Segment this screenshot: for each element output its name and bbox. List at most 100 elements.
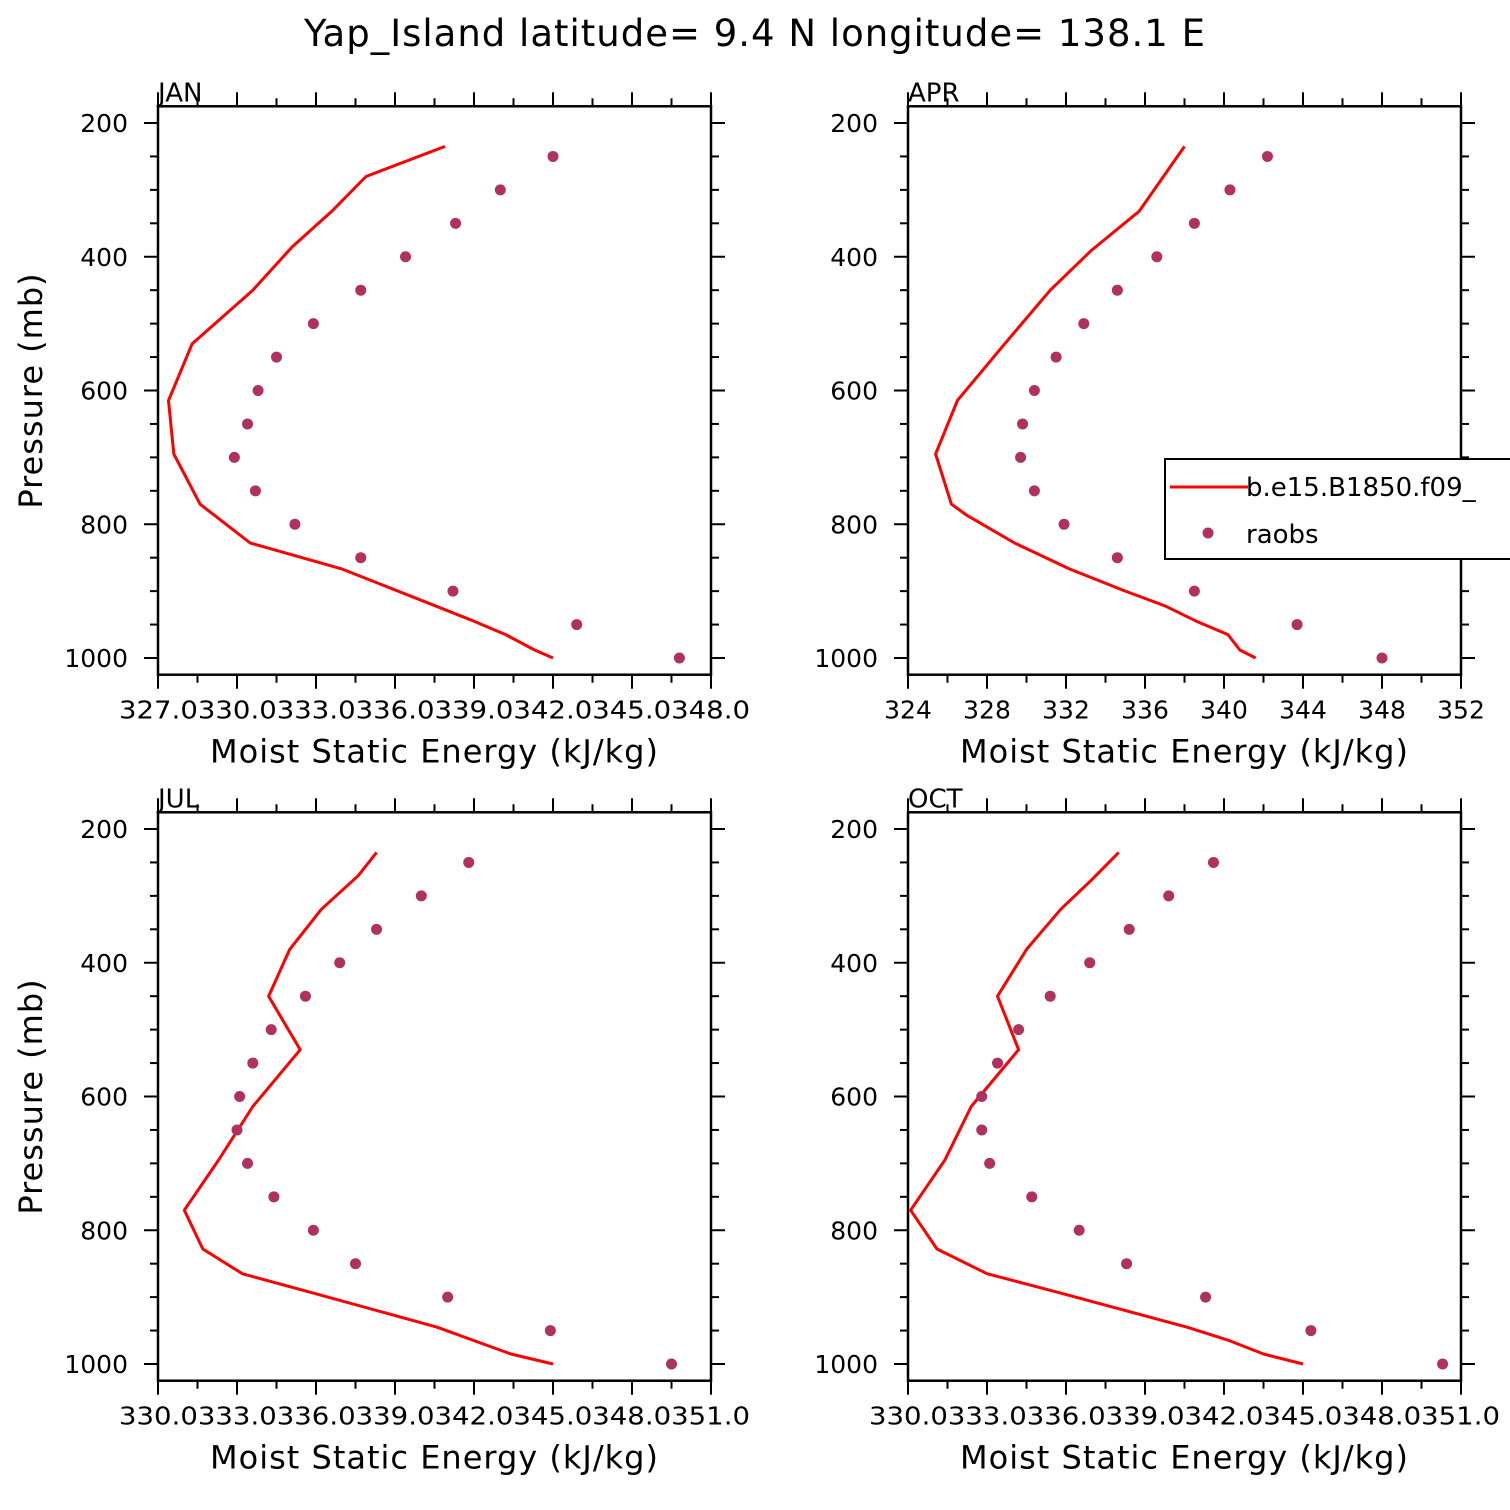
y-tick-label: 1000 [814, 644, 878, 673]
panel-label: JAN [156, 78, 202, 108]
model-series-line [167, 144, 554, 660]
raobs-point [1151, 251, 1163, 263]
y-axis-label: Pressure (mb) [12, 272, 50, 508]
plot-frame [906, 105, 1463, 676]
raobs-point [1291, 619, 1303, 631]
x-tick-label: 344 [1279, 696, 1327, 725]
raobs-point [1123, 923, 1135, 935]
raobs-point [463, 856, 475, 868]
raobs-point [307, 318, 319, 330]
raobs-point [1261, 150, 1273, 162]
figure-title: Yap_Island latitude= 9.4 N longitude= 13… [303, 12, 1206, 55]
raobs-point [494, 184, 506, 196]
x-tick-labels: 327.0330.0333.0336.0339.0342.0345.0348.0 [119, 696, 750, 725]
y-axis-label: Pressure (mb) [12, 978, 50, 1214]
panel-jan: JAN 200 400 600 800 1000 327.0330.0333.0336.03… [12, 78, 750, 770]
raobs-point [371, 923, 383, 935]
raobs-point [1188, 217, 1200, 229]
raobs-point [1188, 585, 1200, 597]
legend-point-swatch [1202, 527, 1214, 539]
legend: b.e15.B1850.f09_raobs [1164, 458, 1510, 560]
y-tick-label: 400 [830, 949, 878, 978]
raobs-point [249, 485, 261, 497]
raobs-point [242, 1157, 254, 1169]
raobs-point [1200, 1291, 1212, 1303]
y-tick-label: 600 [830, 1083, 878, 1112]
raobs-point [976, 1091, 988, 1102]
raobs-point [234, 1091, 246, 1102]
legend-model-label: b.e15.B1850.f09_ [1246, 473, 1477, 503]
raobs-point [1437, 1358, 1449, 1370]
panel-jul: JUL 200 400 600 800 1000 330.0333.0336.0339.03… [12, 784, 750, 1476]
raobs-point [1050, 351, 1062, 363]
y-tick-label: 200 [80, 815, 128, 844]
raobs-point [1207, 856, 1219, 868]
raobs-point [1078, 318, 1090, 330]
raobs-point [271, 351, 282, 363]
raobs-point [268, 1191, 280, 1203]
x-tick-labels: 330.0333.0336.0339.0342.0345.0348.0351.0 [119, 1402, 750, 1431]
raobs-point [1224, 184, 1236, 196]
x-tick-label: 324 [884, 696, 932, 725]
y-tick-label: 200 [80, 109, 128, 138]
plot-frame [156, 105, 713, 676]
x-tick-label: 328 [963, 696, 1011, 725]
raobs-point [992, 1057, 1004, 1069]
raobs-point [1073, 1224, 1085, 1236]
raobs-point [984, 1157, 996, 1169]
model-series-line [934, 145, 1257, 660]
y-tick-label: 1000 [814, 1350, 878, 1379]
raobs-point [334, 957, 346, 969]
raobs-point [252, 385, 264, 396]
y-tick-label: 800 [830, 510, 878, 539]
raobs-point [1028, 485, 1040, 497]
x-tick-label: 348 [1358, 696, 1406, 725]
raobs-point [1015, 451, 1027, 463]
raobs-point [450, 217, 462, 229]
x-tick-label: 340 [1200, 696, 1248, 725]
raobs-point [1026, 1191, 1038, 1203]
raobs-point [442, 1291, 454, 1303]
raobs-point [1058, 518, 1070, 530]
y-tick-label: 600 [830, 377, 878, 406]
legend-box [1164, 458, 1510, 560]
panels: JAN 200 400 600 800 1000 327.0330.0333.0336.03… [12, 78, 1500, 1476]
raobs-point [1028, 385, 1040, 396]
raobs-point [400, 251, 412, 263]
raobs-point [447, 585, 459, 597]
x-axis-label: Moist Static Energy (kJ/kg) [210, 733, 659, 771]
raobs-point [289, 518, 301, 530]
x-axis-label: Moist Static Energy (kJ/kg) [960, 733, 1409, 771]
raobs-point [1017, 418, 1029, 430]
raobs-point [1376, 652, 1388, 664]
raobs-point [547, 150, 559, 162]
raobs-point [231, 1124, 243, 1136]
panel-label: OCT [908, 784, 963, 814]
y-tick-label: 400 [830, 243, 878, 272]
raobs-point [415, 890, 427, 902]
raobs-point [976, 1124, 988, 1136]
raobs-point [299, 990, 311, 1002]
raobs-point [355, 552, 367, 564]
raobs-point [1013, 1024, 1025, 1036]
raobs-point [1044, 990, 1056, 1002]
x-axis-label: Moist Static Energy (kJ/kg) [210, 1439, 659, 1477]
raobs-point [350, 1258, 361, 1270]
y-tick-label: 400 [80, 243, 128, 272]
raobs-point [355, 284, 367, 296]
model-series-line [909, 851, 1304, 1366]
y-tick-label: 200 [830, 109, 878, 138]
raobs-point [307, 1224, 319, 1236]
model-series-line [182, 851, 554, 1366]
legend-obs-label: raobs [1246, 520, 1319, 550]
y-tick-label: 1000 [64, 644, 128, 673]
raobs-point [228, 451, 240, 463]
panel-label: APR [908, 78, 960, 108]
plot-frame [906, 811, 1463, 1382]
y-tick-label: 600 [80, 1083, 128, 1112]
x-tick-label: 352 [1437, 696, 1485, 725]
raobs-point [265, 1024, 277, 1036]
x-tick-label: 336 [1121, 696, 1169, 725]
